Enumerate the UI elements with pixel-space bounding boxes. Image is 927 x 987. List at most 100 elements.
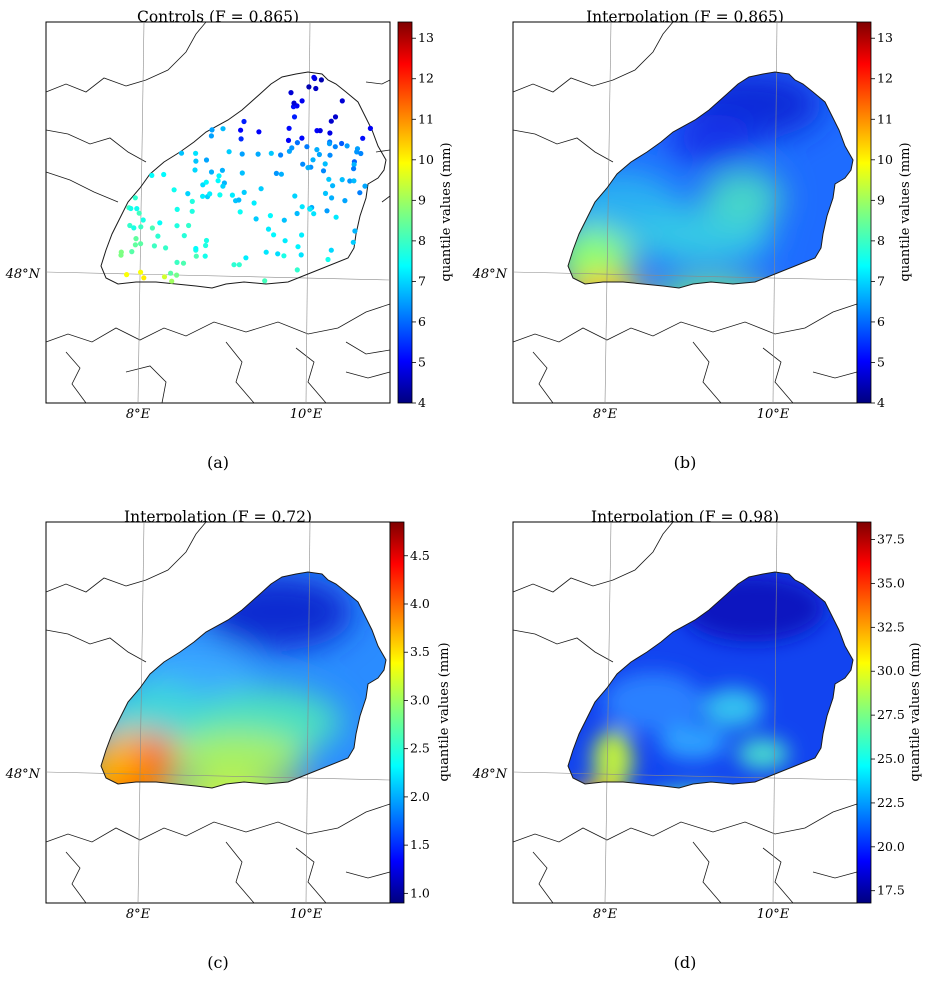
control-point xyxy=(328,247,334,253)
panel-a: Controls (F = 0.865) 48°N 8°E 10°E xyxy=(5,8,454,472)
control-point xyxy=(193,245,199,252)
control-point xyxy=(322,190,329,196)
control-point xyxy=(324,208,330,214)
colorbar-tick-label: 4.0 xyxy=(410,596,430,611)
control-point xyxy=(207,191,213,197)
control-point xyxy=(320,168,327,174)
colorbar-tick-label: 35.0 xyxy=(877,575,905,590)
control-point xyxy=(299,204,305,210)
colorbar-tick-label: 8 xyxy=(877,233,885,248)
lon-label-10e: 10°E xyxy=(757,907,790,922)
panel-b: Interpolation (F = 0.865) xyxy=(472,8,913,472)
colorbar: 17.5 20.0 22.5 25.0 27.5 30.0 32.5 35.0 37.5 qua… xyxy=(856,521,923,904)
control-point xyxy=(141,275,147,281)
control-point xyxy=(313,85,319,92)
panel-c: Interpolation (F = 0.72) xyxy=(5,508,452,972)
control-points xyxy=(118,74,373,284)
control-point xyxy=(193,253,199,259)
colorbar-tick-label: 12 xyxy=(418,71,434,86)
colorbar-tick-label: 32.5 xyxy=(877,619,905,634)
control-point xyxy=(124,272,130,278)
colorbar-label: quantile values (mm) xyxy=(437,642,452,781)
control-point xyxy=(278,152,284,158)
lat-label: 48°N xyxy=(472,267,508,282)
graticule xyxy=(512,21,858,404)
control-point xyxy=(189,208,195,214)
control-point xyxy=(358,150,364,157)
control-point xyxy=(255,151,261,157)
colorbar-tick-label: 2.0 xyxy=(410,789,430,804)
control-point xyxy=(180,260,187,266)
control-point xyxy=(305,165,311,171)
control-point xyxy=(267,213,273,219)
control-point xyxy=(219,167,225,173)
control-point xyxy=(178,150,185,156)
control-point xyxy=(132,195,138,201)
control-point xyxy=(203,242,209,249)
control-point xyxy=(273,170,279,176)
colorbar-tick-label: 8 xyxy=(418,233,426,248)
colorbar-ticks: 1.0 1.5 2.0 2.5 3.0 3.5 4.0 4.5 xyxy=(404,548,430,900)
control-point xyxy=(236,197,242,203)
colorbar-tick-label: 12 xyxy=(877,71,893,86)
control-point xyxy=(316,151,322,158)
colorbar-tick-label: 4 xyxy=(418,395,426,410)
control-point xyxy=(339,177,345,183)
panel-a-caption: (a) xyxy=(207,453,229,472)
control-point xyxy=(208,169,215,175)
control-point xyxy=(311,74,317,80)
control-point xyxy=(133,236,139,242)
control-point xyxy=(357,190,363,196)
control-point xyxy=(327,152,333,158)
control-point xyxy=(307,206,313,212)
control-point xyxy=(354,149,360,155)
control-point xyxy=(236,262,242,268)
control-point xyxy=(332,144,338,150)
colorbar-tick-label: 3.5 xyxy=(410,644,430,659)
control-point xyxy=(193,150,199,156)
lon-label-10e: 10°E xyxy=(290,907,323,922)
control-point xyxy=(140,217,146,223)
control-point xyxy=(155,233,161,239)
colorbar-tick-label: 6 xyxy=(418,314,426,329)
neighbor-borders xyxy=(45,21,391,404)
map-frame xyxy=(45,21,391,404)
control-point xyxy=(186,222,192,229)
control-point xyxy=(220,183,226,189)
lon-label-8e: 8°E xyxy=(126,407,151,422)
control-point xyxy=(203,157,210,163)
lat-label: 48°N xyxy=(5,767,41,782)
colorbar-tick-label: 30.0 xyxy=(877,663,905,678)
colorbar-label: quantile values (mm) xyxy=(439,142,454,281)
colorbar: 4 5 6 7 8 9 10 11 12 13 quantile values (mm) xyxy=(856,21,913,410)
colorbar-ticks: 17.5 20.0 22.5 25.0 27.5 30.0 32.5 35.0 37.5 xyxy=(871,532,905,898)
colorbar-tick-label: 9 xyxy=(877,192,885,207)
control-point xyxy=(294,267,300,273)
panel-d: Interpolation (F = 0.98) xyxy=(472,508,923,972)
colorbar-tick-label: 11 xyxy=(877,111,893,126)
control-point xyxy=(203,179,209,185)
colorbar: 4 5 6 7 8 9 10 11 12 13 quantile values (mm) xyxy=(397,21,454,410)
control-point xyxy=(286,125,292,131)
control-point xyxy=(282,238,288,244)
control-point xyxy=(311,211,317,217)
control-point xyxy=(161,171,167,178)
control-point xyxy=(129,249,135,255)
control-point xyxy=(241,118,247,125)
control-point xyxy=(326,141,333,147)
control-point xyxy=(237,209,243,215)
control-point xyxy=(330,183,336,189)
colorbar-label: quantile values (mm) xyxy=(908,642,923,781)
control-point xyxy=(294,210,300,217)
control-point xyxy=(243,255,249,261)
lon-label-8e: 8°E xyxy=(593,407,618,422)
control-point xyxy=(149,172,155,178)
colorbar-tick-label: 11 xyxy=(418,111,434,126)
colorbar-tick-label: 7 xyxy=(877,273,885,288)
colorbar-label: quantile values (mm) xyxy=(898,142,913,281)
control-point xyxy=(193,158,199,164)
control-point xyxy=(174,206,180,212)
control-point xyxy=(127,222,133,229)
control-point xyxy=(229,192,235,198)
